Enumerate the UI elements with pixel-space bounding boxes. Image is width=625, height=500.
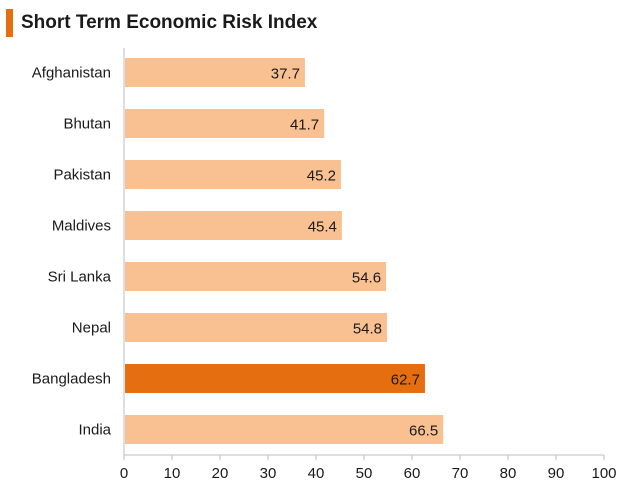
bar: [125, 109, 325, 138]
data-label: 37.7: [271, 66, 300, 83]
category-label: Sri Lanka: [48, 269, 112, 286]
x-tick-label: 0: [120, 465, 128, 482]
category-label: Nepal: [72, 320, 111, 337]
data-label: 54.6: [352, 270, 381, 287]
x-tick-label: 20: [212, 465, 229, 482]
category-label: Pakistan: [53, 167, 111, 184]
bar: [125, 364, 425, 393]
title-accent-marker: [6, 9, 13, 37]
data-label: 45.4: [308, 219, 337, 236]
x-tick-label: 60: [404, 465, 421, 482]
bar: [125, 313, 388, 342]
x-tick-label: 100: [591, 465, 616, 482]
category-label: Bhutan: [63, 116, 111, 133]
bar: [125, 415, 444, 444]
chart-title-row: Short Term Economic Risk Index: [6, 9, 317, 37]
x-tick-label: 40: [308, 465, 325, 482]
data-label: 66.5: [409, 423, 438, 440]
bar: [125, 58, 305, 87]
x-tick-label: 80: [500, 465, 517, 482]
x-tick-label: 50: [356, 465, 373, 482]
x-tick-label: 10: [164, 465, 181, 482]
bar: [125, 211, 342, 240]
data-label: 62.7: [391, 372, 420, 389]
x-tick-label: 90: [548, 465, 565, 482]
category-label: Afghanistan: [32, 65, 111, 82]
chart-title: Short Term Economic Risk Index: [21, 12, 318, 33]
category-label: Maldives: [52, 218, 111, 235]
bar: [125, 262, 387, 291]
category-label: India: [78, 422, 111, 439]
x-tick-label: 30: [260, 465, 277, 482]
data-label: 45.2: [307, 168, 336, 185]
bar: [125, 160, 341, 189]
data-label: 41.7: [290, 117, 319, 134]
x-tick-label: 70: [452, 465, 469, 482]
category-label: Bangladesh: [32, 371, 111, 388]
data-label: 54.8: [353, 321, 382, 338]
